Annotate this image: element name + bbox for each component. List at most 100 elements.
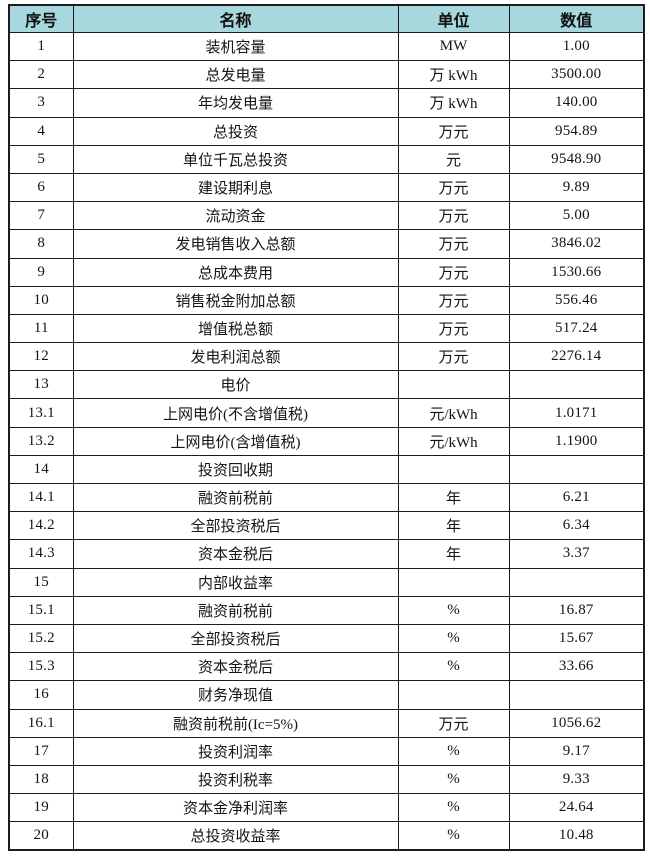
table-row: 16.1 融资前税前(Ic=5%) 万元 1056.62: [8, 708, 645, 738]
row-value-cell: 9.17: [508, 736, 645, 766]
row-value-cell: 3500.00: [508, 60, 645, 90]
row-unit-cell: [397, 454, 510, 485]
row-index-cell: 16.1: [8, 708, 74, 738]
row-unit-cell: [397, 680, 510, 710]
row-name-cell: 销售税金附加总额: [72, 285, 399, 315]
row-name-cell: 财务净现值: [72, 680, 399, 710]
row-index-cell: 20: [8, 821, 74, 851]
row-value-cell: 9548.90: [508, 144, 645, 174]
table-row: 12 发电利润总额 万元 2276.14: [8, 342, 645, 372]
row-name-cell: 投资利税率: [72, 764, 399, 795]
row-unit-cell: 万元: [397, 708, 510, 738]
row-index-cell: 15.2: [8, 623, 74, 654]
row-index-cell: 2: [8, 60, 74, 90]
row-index-cell: 14.3: [8, 539, 74, 569]
table-row: 14 投资回收期: [8, 454, 645, 485]
row-name-cell: 融资前税前(Ic=5%): [72, 708, 399, 738]
row-value-cell: 5.00: [508, 201, 645, 231]
row-value-cell: 24.64: [508, 793, 645, 823]
row-value-cell: [508, 567, 645, 597]
row-value-cell: 9.89: [508, 172, 645, 203]
row-index-cell: 14: [8, 454, 74, 485]
table-row: 16 财务净现值: [8, 680, 645, 710]
table-row: 11 增值税总额 万元 517.24: [8, 313, 645, 344]
table-row: 3 年均发电量 万 kWh 140.00: [8, 88, 645, 118]
table-row: 9 总成本费用 万元 1530.66: [8, 257, 645, 287]
row-value-cell: 140.00: [508, 88, 645, 118]
row-name-cell: 总投资: [72, 116, 399, 146]
table-row: 13.1 上网电价(不含增值税) 元/kWh 1.0171: [8, 398, 645, 428]
row-unit-cell: %: [397, 764, 510, 795]
row-index-cell: 8: [8, 229, 74, 259]
row-value-cell: 3846.02: [508, 229, 645, 259]
row-index-cell: 11: [8, 313, 74, 344]
row-name-cell: 总成本费用: [72, 257, 399, 287]
table-row: 1 装机容量 MW 1.00: [8, 31, 645, 62]
row-unit-cell: 元/kWh: [397, 426, 510, 456]
row-name-cell: 建设期利息: [72, 172, 399, 203]
row-name-cell: 总投资收益率: [72, 821, 399, 851]
row-name-cell: 内部收益率: [72, 567, 399, 597]
row-index-cell: 13.1: [8, 398, 74, 428]
row-value-cell: [508, 454, 645, 485]
table-row: 8 发电销售收入总额 万元 3846.02: [8, 229, 645, 259]
table-row: 15.2 全部投资税后 % 15.67: [8, 623, 645, 654]
row-value-cell: 33.66: [508, 652, 645, 682]
row-name-cell: 融资前税前: [72, 595, 399, 625]
table-body: 1 装机容量 MW 1.00 2 总发电量 万 kWh 3500.00 3 年均…: [8, 31, 645, 851]
row-name-cell: 单位千瓦总投资: [72, 144, 399, 174]
row-index-cell: 14.1: [8, 482, 74, 513]
row-index-cell: 18: [8, 764, 74, 795]
row-value-cell: 16.87: [508, 595, 645, 625]
table-row: 15.3 资本金税后 % 33.66: [8, 652, 645, 682]
row-unit-cell: 万元: [397, 116, 510, 146]
row-unit-cell: 万元: [397, 201, 510, 231]
row-index-cell: 16: [8, 680, 74, 710]
row-index-cell: 17: [8, 736, 74, 766]
row-unit-cell: %: [397, 623, 510, 654]
row-unit-cell: 万 kWh: [397, 88, 510, 118]
row-unit-cell: 万 kWh: [397, 60, 510, 90]
row-value-cell: 556.46: [508, 285, 645, 315]
row-value-cell: 1.1900: [508, 426, 645, 456]
row-value-cell: [508, 680, 645, 710]
row-name-cell: 上网电价(含增值税): [72, 426, 399, 456]
table-row: 2 总发电量 万 kWh 3500.00: [8, 60, 645, 90]
header-row: 序号 名称 单位 数值: [8, 4, 645, 33]
row-value-cell: 15.67: [508, 623, 645, 654]
row-value-cell: 1.00: [508, 31, 645, 62]
row-unit-cell: 年: [397, 482, 510, 513]
row-unit-cell: MW: [397, 31, 510, 62]
table-row: 14.2 全部投资税后 年 6.34: [8, 511, 645, 541]
row-unit-cell: 年: [397, 511, 510, 541]
row-value-cell: 1.0171: [508, 398, 645, 428]
row-unit-cell: %: [397, 595, 510, 625]
row-name-cell: 资本金净利润率: [72, 793, 399, 823]
economic-indicator-table: 序号 名称 单位 数值 1 装机容量 MW 1.00 2 总发电量 万 kWh …: [8, 4, 645, 852]
row-name-cell: 发电销售收入总额: [72, 229, 399, 259]
table-row: 5 单位千瓦总投资 元 9548.90: [8, 144, 645, 174]
row-name-cell: 资本金税后: [72, 539, 399, 569]
row-index-cell: 12: [8, 342, 74, 372]
row-name-cell: 流动资金: [72, 201, 399, 231]
row-value-cell: 6.21: [508, 482, 645, 513]
row-unit-cell: [397, 567, 510, 597]
row-name-cell: 投资利润率: [72, 736, 399, 766]
row-unit-cell: 元: [397, 144, 510, 174]
row-value-cell: 9.33: [508, 764, 645, 795]
row-index-cell: 19: [8, 793, 74, 823]
row-unit-cell: 万元: [397, 313, 510, 344]
row-name-cell: 装机容量: [72, 31, 399, 62]
row-index-cell: 4: [8, 116, 74, 146]
row-value-cell: 954.89: [508, 116, 645, 146]
row-index-cell: 9: [8, 257, 74, 287]
row-name-cell: 电价: [72, 370, 399, 400]
row-name-cell: 投资回收期: [72, 454, 399, 485]
row-value-cell: 1056.62: [508, 708, 645, 738]
table-row: 13 电价: [8, 370, 645, 400]
row-unit-cell: 万元: [397, 342, 510, 372]
table-row: 4 总投资 万元 954.89: [8, 116, 645, 146]
column-header-index: 序号: [8, 4, 74, 33]
row-name-cell: 发电利润总额: [72, 342, 399, 372]
